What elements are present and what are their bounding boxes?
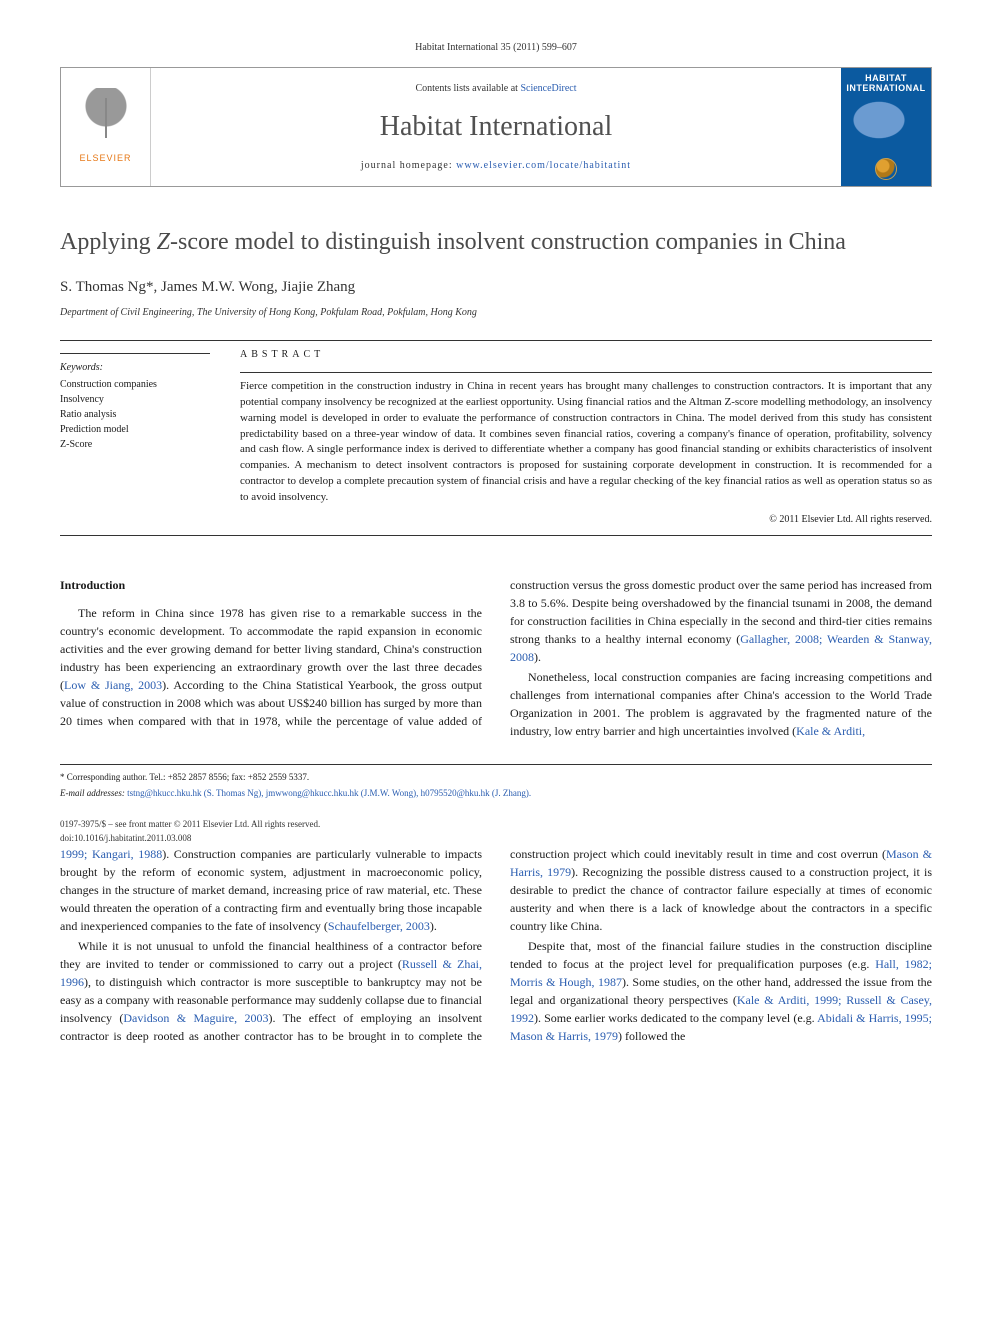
corresponding-author-footnote: * Corresponding author. Tel.: +852 2857 … [60, 764, 932, 845]
keyword-item: Construction companies [60, 377, 210, 392]
keywords-heading: Keywords: [60, 360, 210, 375]
contents-prefix: Contents lists available at [415, 83, 520, 94]
page-header-citation: Habitat International 35 (2011) 599–607 [60, 40, 932, 55]
abstract-column: ABSTRACT Fierce competition in the const… [240, 347, 932, 528]
journal-banner: ELSEVIER Contents lists available at Sci… [60, 67, 932, 187]
body-paragraph: Despite that, most of the financial fail… [510, 937, 932, 1045]
text-run: Nonetheless, local construction companie… [510, 670, 932, 738]
affiliation: Department of Civil Engineering, The Uni… [60, 305, 932, 320]
title-italic-z: Z [157, 229, 170, 255]
keyword-item: Ratio analysis [60, 407, 210, 422]
front-matter-line: 0197-3975/$ – see front matter © 2011 El… [60, 818, 932, 832]
abstract-block: Keywords: Construction companies Insolve… [60, 347, 932, 528]
publisher-name: ELSEVIER [79, 152, 131, 166]
keywords-column: Keywords: Construction companies Insolve… [60, 347, 210, 528]
divider [60, 535, 932, 536]
title-post: -score model to distinguish insolvent co… [170, 229, 846, 255]
article-body: Introduction The reform in China since 1… [60, 576, 932, 1046]
title-pre: Applying [60, 229, 157, 255]
citation-link[interactable]: Kale & Arditi, [796, 724, 865, 738]
text-run: ). [534, 650, 541, 664]
divider [60, 340, 932, 341]
copyright-line: © 2011 Elsevier Ltd. All rights reserved… [240, 512, 932, 527]
cover-image-icon [851, 100, 921, 150]
journal-homepage-link[interactable]: www.elsevier.com/locate/habitatint [456, 160, 631, 171]
citation-link[interactable]: Schaufelberger, 2003 [328, 919, 430, 933]
publisher-logo-block: ELSEVIER [61, 68, 151, 186]
citation-link[interactable]: Low & Jiang, 2003 [64, 678, 162, 692]
keyword-item: Z-Score [60, 437, 210, 452]
journal-name: Habitat International [380, 106, 612, 148]
email-addresses-line: E-mail addresses: tstng@hkucc.hku.hk (S.… [60, 787, 932, 801]
abstract-text: Fierce competition in the construction i… [240, 379, 932, 507]
citation-link[interactable]: Davidson & Maguire, 2003 [123, 1011, 268, 1025]
sciencedirect-link[interactable]: ScienceDirect [520, 83, 576, 94]
section-heading-introduction: Introduction [60, 576, 482, 594]
text-run: ). [430, 919, 437, 933]
corresponding-author-line: * Corresponding author. Tel.: +852 2857 … [60, 771, 932, 785]
text-run: ) followed the [618, 1029, 685, 1043]
text-run: ). Some earlier works dedicated to the c… [534, 1011, 817, 1025]
abstract-heading: ABSTRACT [240, 347, 932, 362]
journal-homepage-line: journal homepage: www.elsevier.com/locat… [361, 158, 631, 173]
email-label: E-mail addresses: [60, 788, 127, 798]
homepage-prefix: journal homepage: [361, 160, 456, 171]
abstract-rule-top [240, 372, 932, 373]
journal-cover-thumb: HABITAT INTERNATIONAL [841, 68, 931, 186]
body-paragraph: 1999; Kangari, 1988). Construction compa… [60, 845, 482, 935]
banner-center: Contents lists available at ScienceDirec… [151, 68, 841, 186]
keywords-rule-top [60, 353, 210, 354]
doi-line: doi:10.1016/j.habitatint.2011.03.008 [60, 832, 932, 846]
cover-subtitle: INTERNATIONAL [846, 84, 925, 94]
keyword-item: Prediction model [60, 422, 210, 437]
citation-link[interactable]: 1999; Kangari, 1988 [60, 847, 162, 861]
author-list: S. Thomas Ng*, James M.W. Wong, Jiajie Z… [60, 276, 932, 299]
article-title: Applying Z-score model to distinguish in… [60, 227, 932, 258]
globe-icon [875, 158, 897, 180]
keyword-item: Insolvency [60, 392, 210, 407]
author-emails[interactable]: tstng@hkucc.hku.hk (S. Thomas Ng), jmwwo… [127, 788, 531, 798]
body-paragraph: Nonetheless, local construction companie… [510, 668, 932, 740]
elsevier-tree-icon [81, 88, 131, 148]
contents-available-line: Contents lists available at ScienceDirec… [415, 81, 576, 96]
text-run: ). Recognizing the possible distress cau… [510, 865, 932, 933]
text-run: Despite that, most of the financial fail… [510, 939, 932, 971]
